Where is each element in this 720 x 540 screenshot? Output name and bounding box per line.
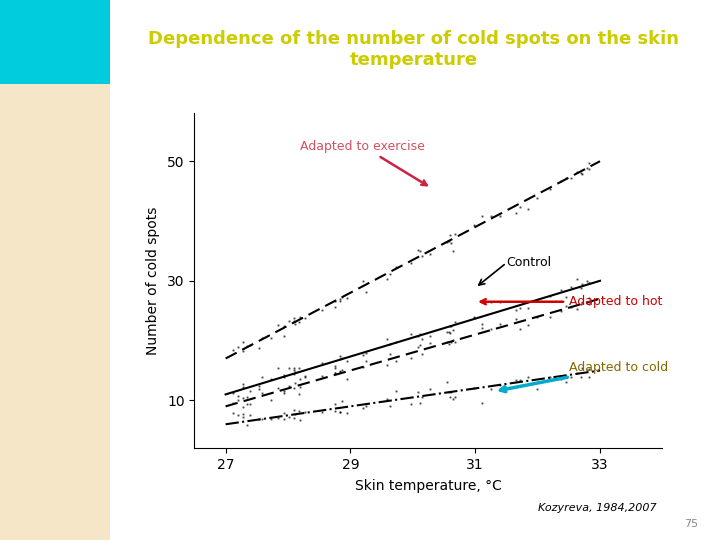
Y-axis label: Number of cold spots: Number of cold spots [146, 207, 160, 355]
X-axis label: Skin temperature, °C: Skin temperature, °C [355, 479, 502, 493]
Text: temperature: temperature [350, 51, 478, 69]
Text: Dependence of the number of cold spots on the skin: Dependence of the number of cold spots o… [148, 30, 680, 48]
Text: Control: Control [506, 256, 552, 269]
Text: Adapted to hot: Adapted to hot [481, 295, 662, 308]
Text: Adapted to exercise: Adapted to exercise [300, 140, 427, 185]
Text: Kozyreva, 1984,2007: Kozyreva, 1984,2007 [539, 503, 657, 513]
Text: 75: 75 [684, 519, 698, 529]
Text: Adapted to cold: Adapted to cold [500, 361, 668, 392]
